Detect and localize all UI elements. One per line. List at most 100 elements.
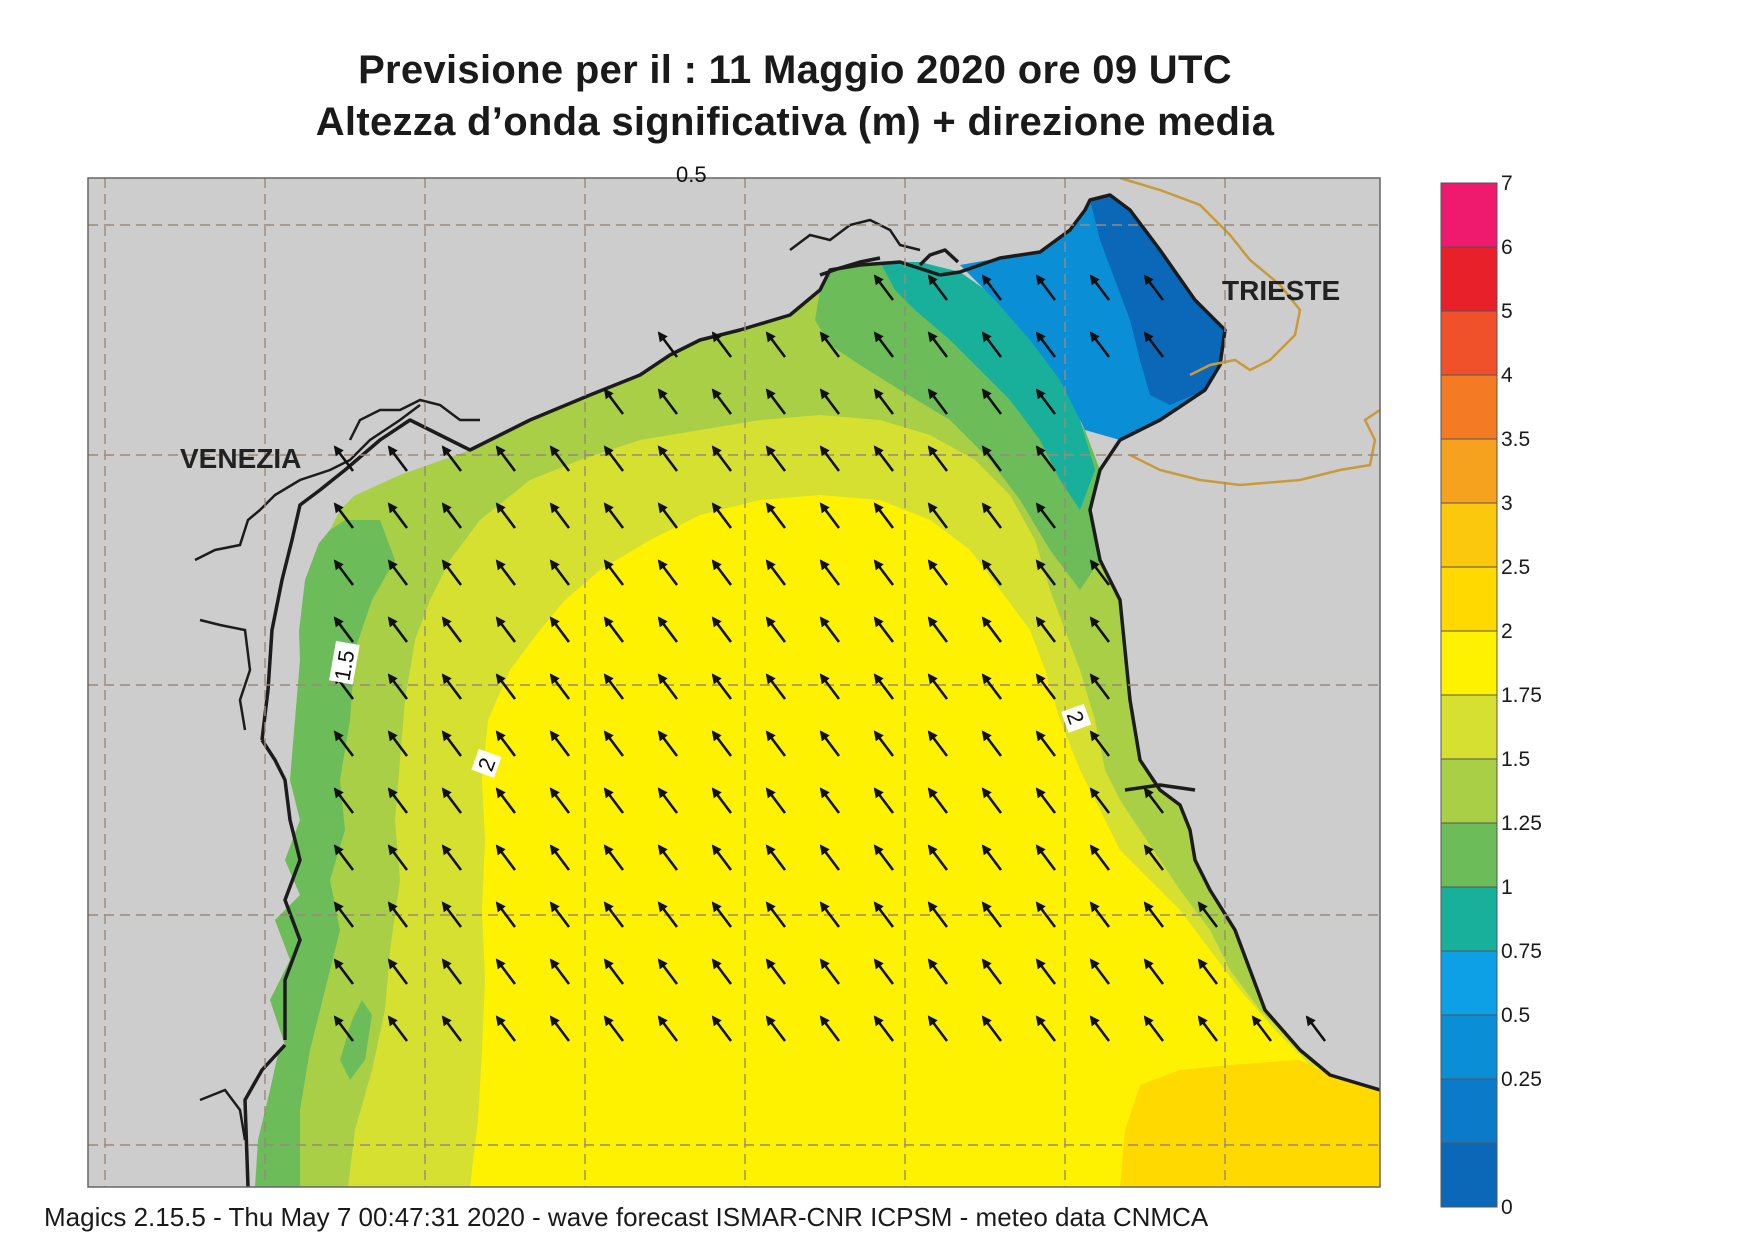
wave-direction-arrow [1089, 730, 1111, 757]
wave-direction-arrow [441, 958, 463, 985]
wave-direction-arrow [495, 559, 517, 586]
wave-direction-arrow [1089, 673, 1111, 700]
colorbar-label: 7 [1501, 172, 1513, 195]
contour-label-2-east: 2 [1061, 703, 1092, 733]
wave-direction-arrow [1089, 901, 1111, 928]
wave-direction-arrow [657, 844, 679, 871]
wave-direction-arrow [1035, 673, 1057, 700]
place-venezia: VENEZIA [180, 443, 301, 474]
wave-direction-arrow [981, 559, 1003, 586]
wave-direction-arrow [765, 388, 787, 415]
wave-direction-arrow [603, 730, 625, 757]
wave-direction-arrow [981, 673, 1003, 700]
wave-direction-arrow [603, 616, 625, 643]
wave-direction-arrow [819, 616, 841, 643]
wave-direction-arrow [441, 616, 463, 643]
wave-direction-arrow [495, 445, 517, 472]
wave-direction-arrow [657, 901, 679, 928]
colorbar-label: 0.25 [1501, 1068, 1542, 1091]
wave-direction-arrow [1035, 844, 1057, 871]
wave-direction-arrow [1143, 787, 1165, 814]
wave-direction-arrow [765, 673, 787, 700]
wave-direction-arrow [1143, 844, 1165, 871]
wave-direction-arrow [387, 559, 409, 586]
wave-direction-arrow [765, 844, 787, 871]
wave-direction-arrow [495, 730, 517, 757]
wave-direction-arrow [549, 502, 571, 529]
contour-label-0.5: 0.5 [676, 162, 707, 187]
colorbar-label: 6 [1501, 236, 1513, 259]
wave-direction-arrow [873, 274, 895, 301]
wave-region-2.5-3 [1120, 1060, 1380, 1187]
wave-direction-arrow [1035, 559, 1057, 586]
wave-direction-arrow [387, 673, 409, 700]
wave-direction-arrow [441, 1015, 463, 1042]
wave-direction-arrow [603, 1015, 625, 1042]
forecast-subtitle: Altezza d’onda significativa (m) + direz… [315, 100, 1275, 144]
wave-direction-arrow [549, 787, 571, 814]
wave-direction-arrow [927, 787, 949, 814]
colorbar-swatch [1440, 438, 1498, 504]
wave-direction-arrow [1035, 787, 1057, 814]
wave-direction-arrow [873, 388, 895, 415]
wave-direction-arrow [1089, 616, 1111, 643]
wave-direction-arrow [657, 787, 679, 814]
wave-direction-arrow [873, 958, 895, 985]
wave-direction-arrow [387, 901, 409, 928]
wave-direction-arrow [549, 1015, 571, 1042]
wave-direction-arrow [657, 958, 679, 985]
wave-direction-arrow [711, 559, 733, 586]
wave-direction-arrow [927, 1015, 949, 1042]
wave-direction-arrow [387, 1015, 409, 1042]
wave-direction-arrow [819, 730, 841, 757]
footer-credits: Magics 2.15.5 - Thu May 7 00:47:31 2020 … [44, 1202, 1209, 1232]
wave-direction-arrow [603, 388, 625, 415]
colorbar-label: 5 [1501, 300, 1513, 323]
wave-direction-arrow [873, 730, 895, 757]
wave-direction-arrow [495, 844, 517, 871]
wave-direction-arrow [711, 616, 733, 643]
colorbar-label: 1.25 [1501, 812, 1542, 835]
wave-direction-arrow [603, 673, 625, 700]
wave-direction-arrow [333, 844, 355, 871]
wave-direction-arrow [387, 787, 409, 814]
wave-direction-arrow [819, 445, 841, 472]
wave-direction-arrow [333, 502, 355, 529]
wave-direction-arrow [1035, 616, 1057, 643]
wave-direction-arrow [819, 502, 841, 529]
wave-direction-arrow [657, 730, 679, 757]
wave-direction-arrow [1089, 958, 1111, 985]
border-line-south [1129, 408, 1380, 487]
colorbar-swatch [1440, 1078, 1498, 1144]
wave-direction-arrow [333, 901, 355, 928]
wave-direction-arrow [1089, 274, 1111, 301]
wave-direction-arrow [711, 331, 733, 358]
wave-direction-arrow [927, 901, 949, 928]
wave-direction-arrow [711, 388, 733, 415]
wave-direction-arrow [549, 445, 571, 472]
colorbar-swatch [1440, 310, 1498, 376]
wave-direction-arrow [927, 730, 949, 757]
wave-direction-arrow [981, 331, 1003, 358]
wave-direction-arrow [549, 730, 571, 757]
wave-direction-arrow [981, 958, 1003, 985]
wave-direction-arrow [603, 559, 625, 586]
wave-direction-arrow [711, 730, 733, 757]
wave-direction-arrow [765, 331, 787, 358]
wave-direction-arrow [1143, 958, 1165, 985]
colorbar-label: 0.5 [1501, 1004, 1530, 1027]
colorbar-label: 1.5 [1501, 748, 1530, 771]
wave-direction-arrow [657, 331, 679, 358]
wave-direction-arrow [549, 616, 571, 643]
wave-direction-arrow [1035, 1015, 1057, 1042]
coastline [243, 193, 1380, 1187]
wave-direction-arrow [603, 844, 625, 871]
wave-region-0-0.5 [1090, 195, 1225, 405]
wave-direction-arrow [711, 673, 733, 700]
wave-direction-arrow [441, 445, 463, 472]
colorbar-swatch [1440, 566, 1498, 632]
wave-direction-arrow [657, 445, 679, 472]
wave-direction-arrow [927, 445, 949, 472]
wave-direction-arrow [765, 445, 787, 472]
wave-direction-arrow [495, 787, 517, 814]
